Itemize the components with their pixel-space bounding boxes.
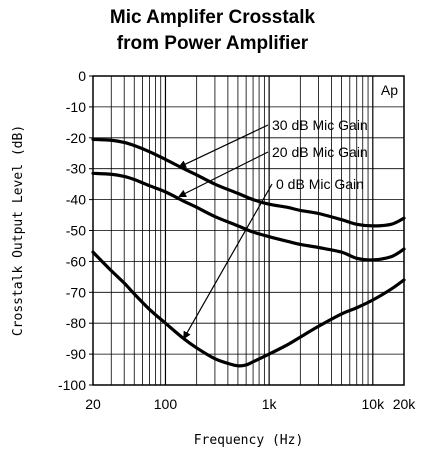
x-tick-label: 100: [154, 396, 178, 412]
annotation-label-30-db-mic-gain: 30 dB Mic Gain: [272, 117, 368, 133]
y-tick-label: -10: [66, 99, 86, 115]
y-tick-label: -40: [66, 192, 86, 208]
chart-title-line-1: Mic Amplifer Crosstalk: [109, 7, 316, 28]
x-tick-label: 10k: [362, 396, 386, 412]
y-tick-label: -20: [66, 130, 86, 146]
y-tick-label: -60: [66, 253, 86, 269]
series-lines: [91, 137, 406, 368]
series-line-30-db-mic-gain: [91, 137, 406, 228]
y-tick-label: -90: [66, 346, 86, 362]
y-tick-label: 0: [78, 68, 86, 84]
x-tick-label: 20k: [393, 396, 417, 412]
grid: [93, 75, 404, 386]
chart-title-line-2: from Power Amplifier: [116, 33, 309, 54]
y-tick-label: -30: [66, 161, 86, 177]
annotation-label-20-db-mic-gain: 20 dB Mic Gain: [272, 144, 368, 160]
y-tick-label: -100: [58, 377, 86, 393]
corner-label: Ap: [381, 82, 398, 98]
annotation-arrow-0-db-mic-gain: [183, 183, 273, 340]
y-tick-label: -70: [66, 284, 86, 300]
y-tick-label: -50: [66, 223, 86, 239]
y-tick-label: -80: [66, 315, 86, 331]
y-axis-label: Crosstalk Output Level (dB): [11, 125, 26, 336]
annotations: 30 dB Mic Gain 20 dB Mic Gain 0 dB Mic Gai…: [178, 117, 368, 340]
axes: 0 -10 -20 -30 -40 -50 -60 -70 -80 -90 -100 20 100 1k 1…: [58, 68, 416, 412]
x-tick-label: 20: [85, 396, 101, 412]
series-line-0-db-mic-gain: [91, 250, 406, 368]
annotation-arrow-30-db-mic-gain: [178, 124, 269, 168]
x-axis-label: Frequency (Hz): [194, 433, 304, 448]
x-tick-label: 1k: [262, 396, 278, 412]
annotation-label-0-db-mic-gain: 0 dB Mic Gain: [276, 176, 364, 192]
annotation-arrow-20-db-mic-gain: [178, 151, 269, 198]
